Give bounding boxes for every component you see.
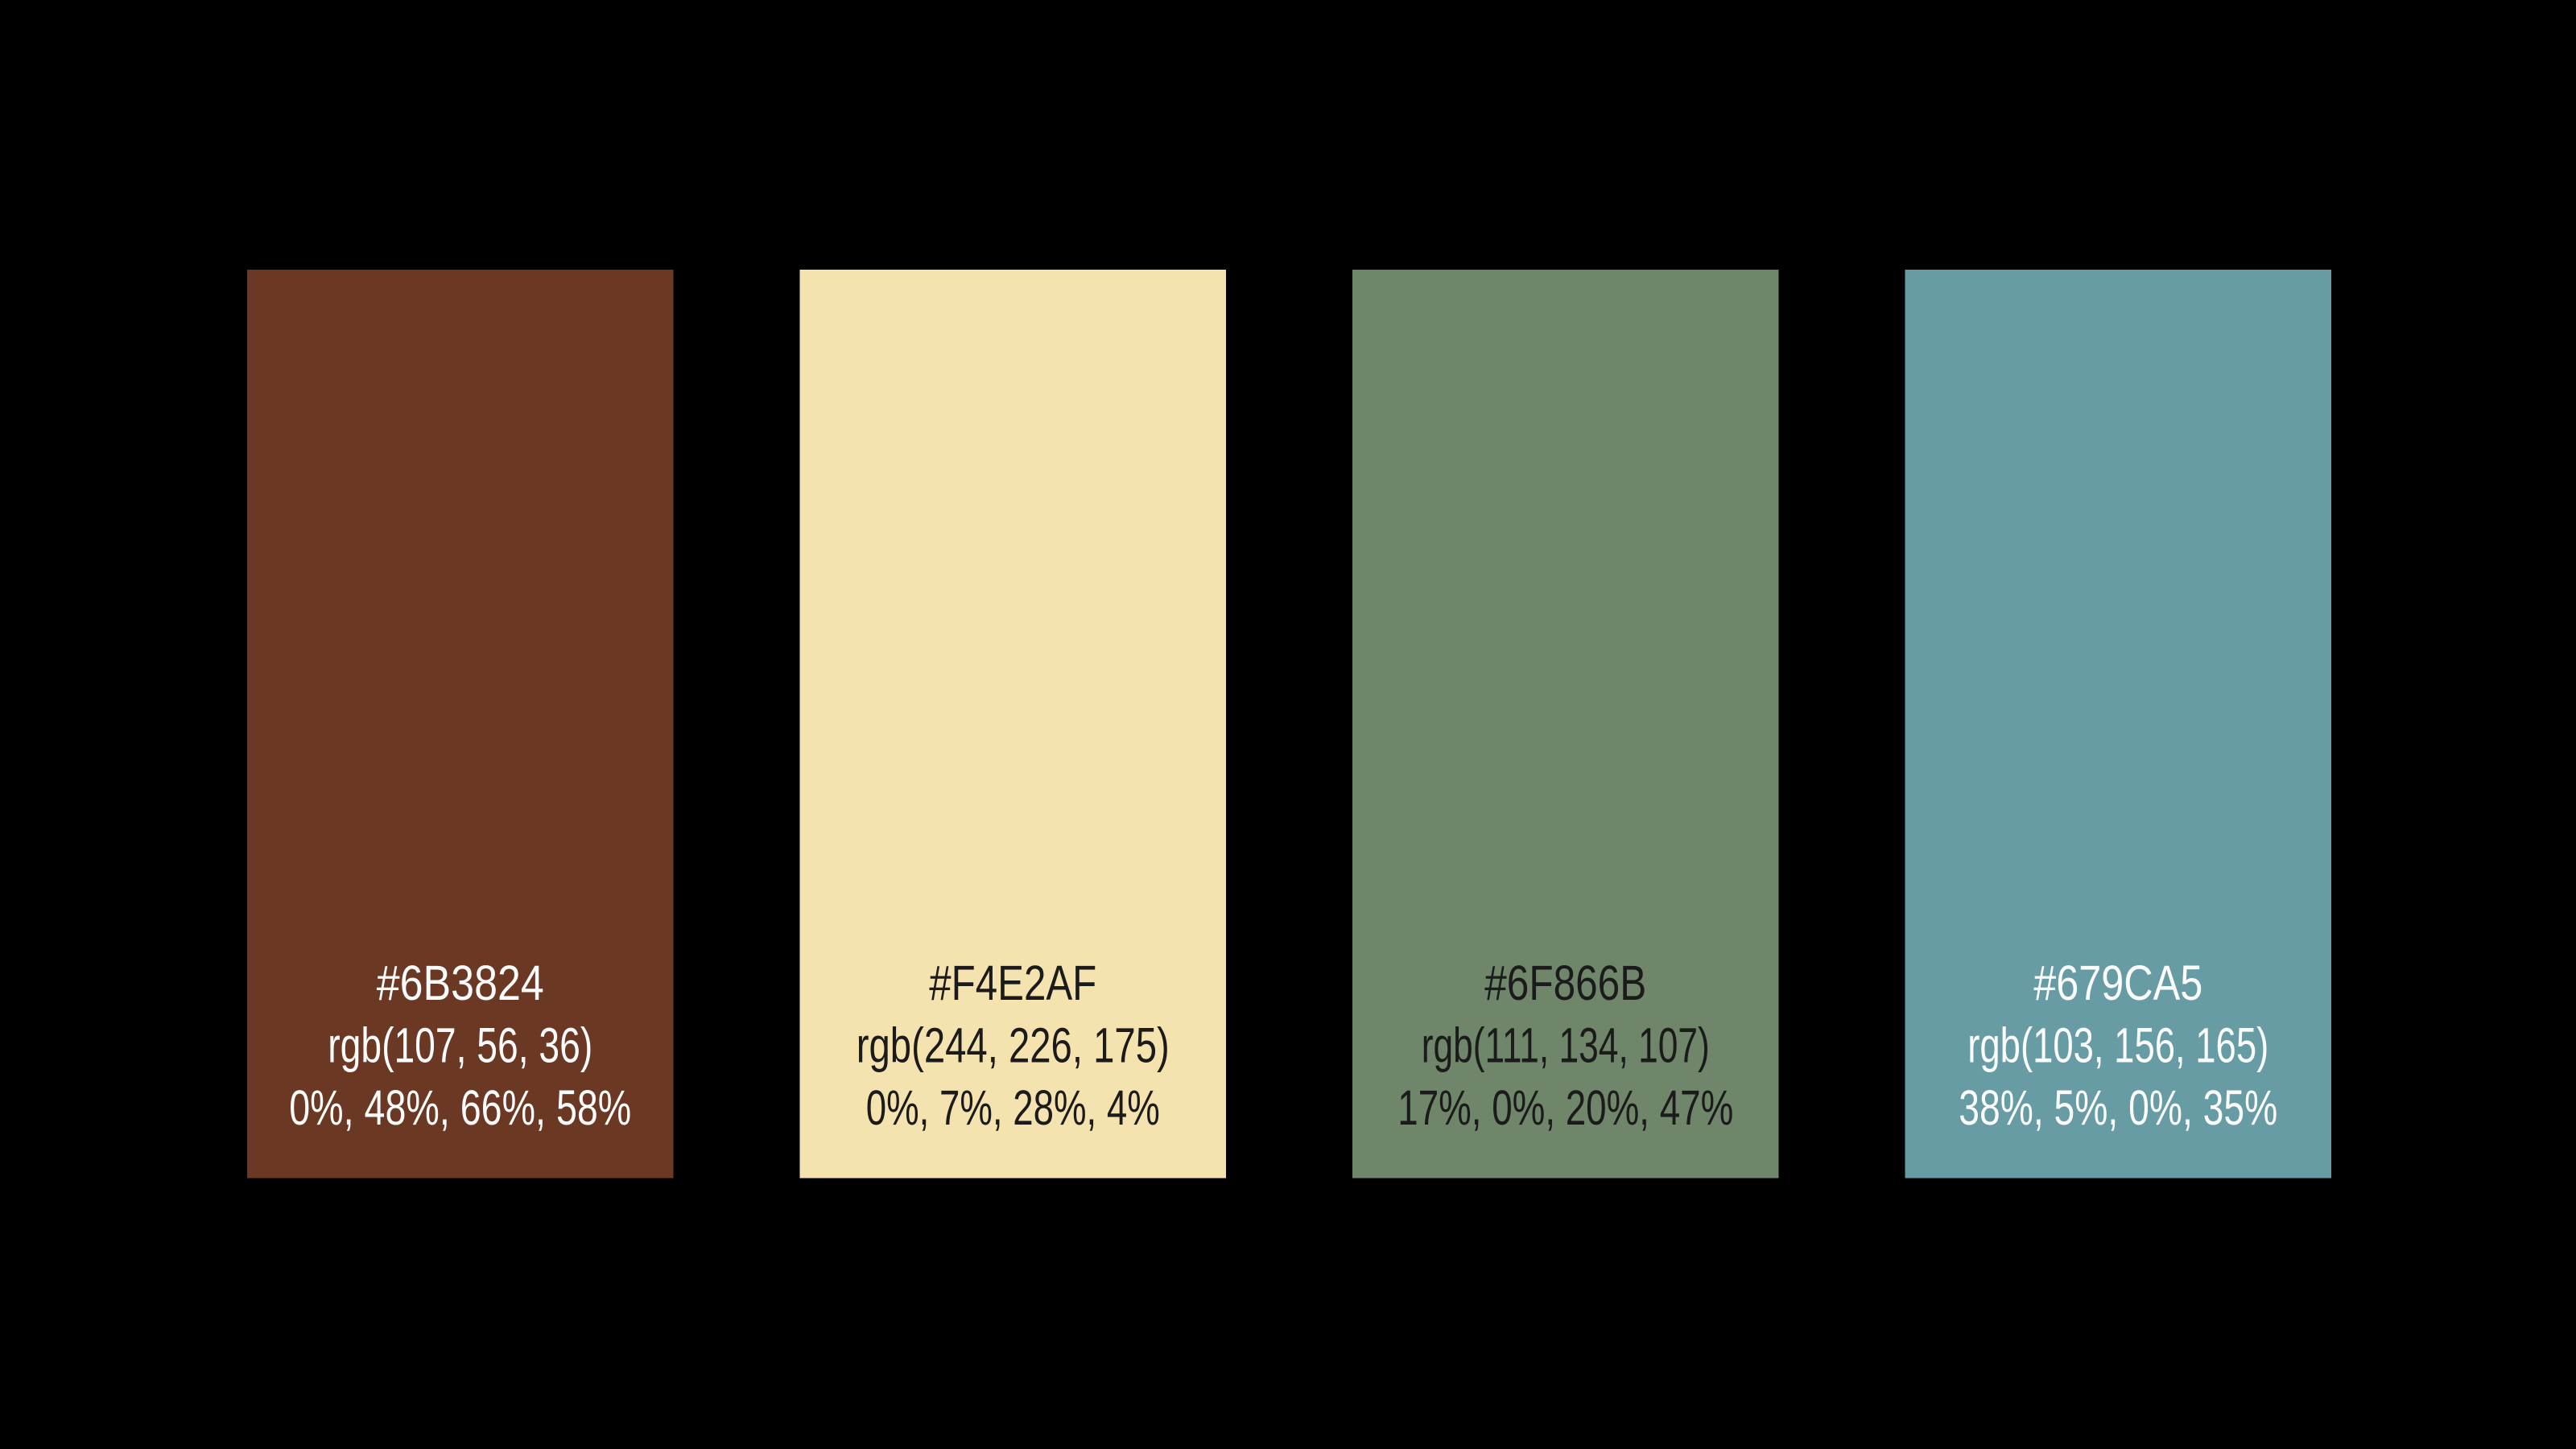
svg-text:rgb(107, 56, 36): rgb(107, 56, 36): [328, 1018, 592, 1073]
svg-text:0%, 7%, 28%, 4%: 0%, 7%, 28%, 4%: [866, 1080, 1160, 1135]
svg-text:rgb(103, 156, 165): rgb(103, 156, 165): [1967, 1018, 2268, 1073]
svg-text:0%, 48%, 66%, 58%: 0%, 48%, 66%, 58%: [289, 1080, 631, 1135]
svg-text:rgb(111, 134, 107): rgb(111, 134, 107): [1422, 1018, 1710, 1073]
svg-text:#679CA5: #679CA5: [2033, 956, 2202, 1010]
svg-text:38%, 5%, 0%, 35%: 38%, 5%, 0%, 35%: [1959, 1080, 2277, 1135]
svg-text:#6B3824: #6B3824: [377, 956, 544, 1010]
svg-text:rgb(244, 226, 175): rgb(244, 226, 175): [857, 1018, 1170, 1073]
svg-text:#F4E2AF: #F4E2AF: [929, 956, 1096, 1010]
svg-text:#6F866B: #6F866B: [1484, 956, 1646, 1010]
svg-text:17%, 0%, 20%, 47%: 17%, 0%, 20%, 47%: [1397, 1080, 1733, 1135]
